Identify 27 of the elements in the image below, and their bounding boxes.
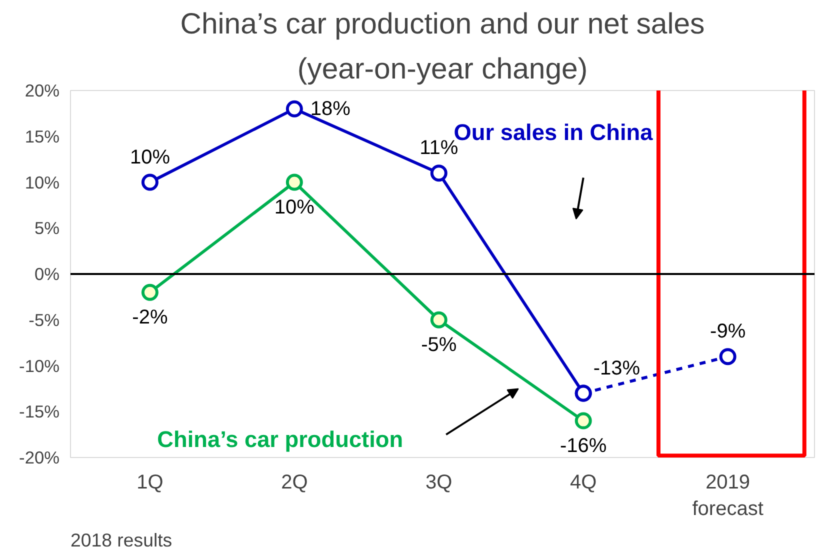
y-tick-label: -5% [28,310,60,330]
y-tick-label: -15% [19,402,60,422]
y-tick-label: 20% [24,80,60,100]
y-tick-label: -10% [19,356,60,376]
data-label: -16% [560,434,607,457]
y-tick-label: 10% [24,172,60,192]
text: 2018 results [70,530,172,550]
y-tick-label: -20% [19,448,60,468]
series-label: Our sales in China [454,118,654,145]
x-tick-label: 2019 forecast [692,472,764,520]
data-label: -5% [421,334,457,356]
x-tick-label: 4Q [570,472,597,494]
data-label: -13% [593,357,640,380]
data-label: -9% [710,320,746,343]
y-tick-label: 15% [24,126,60,146]
x-tick-label: 3Q [426,472,452,494]
chart-title: China’s car production and our net sales [180,8,705,40]
y-tick-label: 5% [34,218,60,238]
data-label: 10% [274,196,315,218]
x-tick-label: 2Q [281,472,308,494]
chart-subtitle: (year-on-year change) [297,52,588,86]
x-tick-label: 1Q [136,472,164,494]
data-label: -2% [132,306,168,328]
text: China’s car production [157,426,404,452]
data-label: 18% [310,98,351,120]
data-label: 10% [130,146,170,168]
y-tick-label: 0% [34,264,60,284]
